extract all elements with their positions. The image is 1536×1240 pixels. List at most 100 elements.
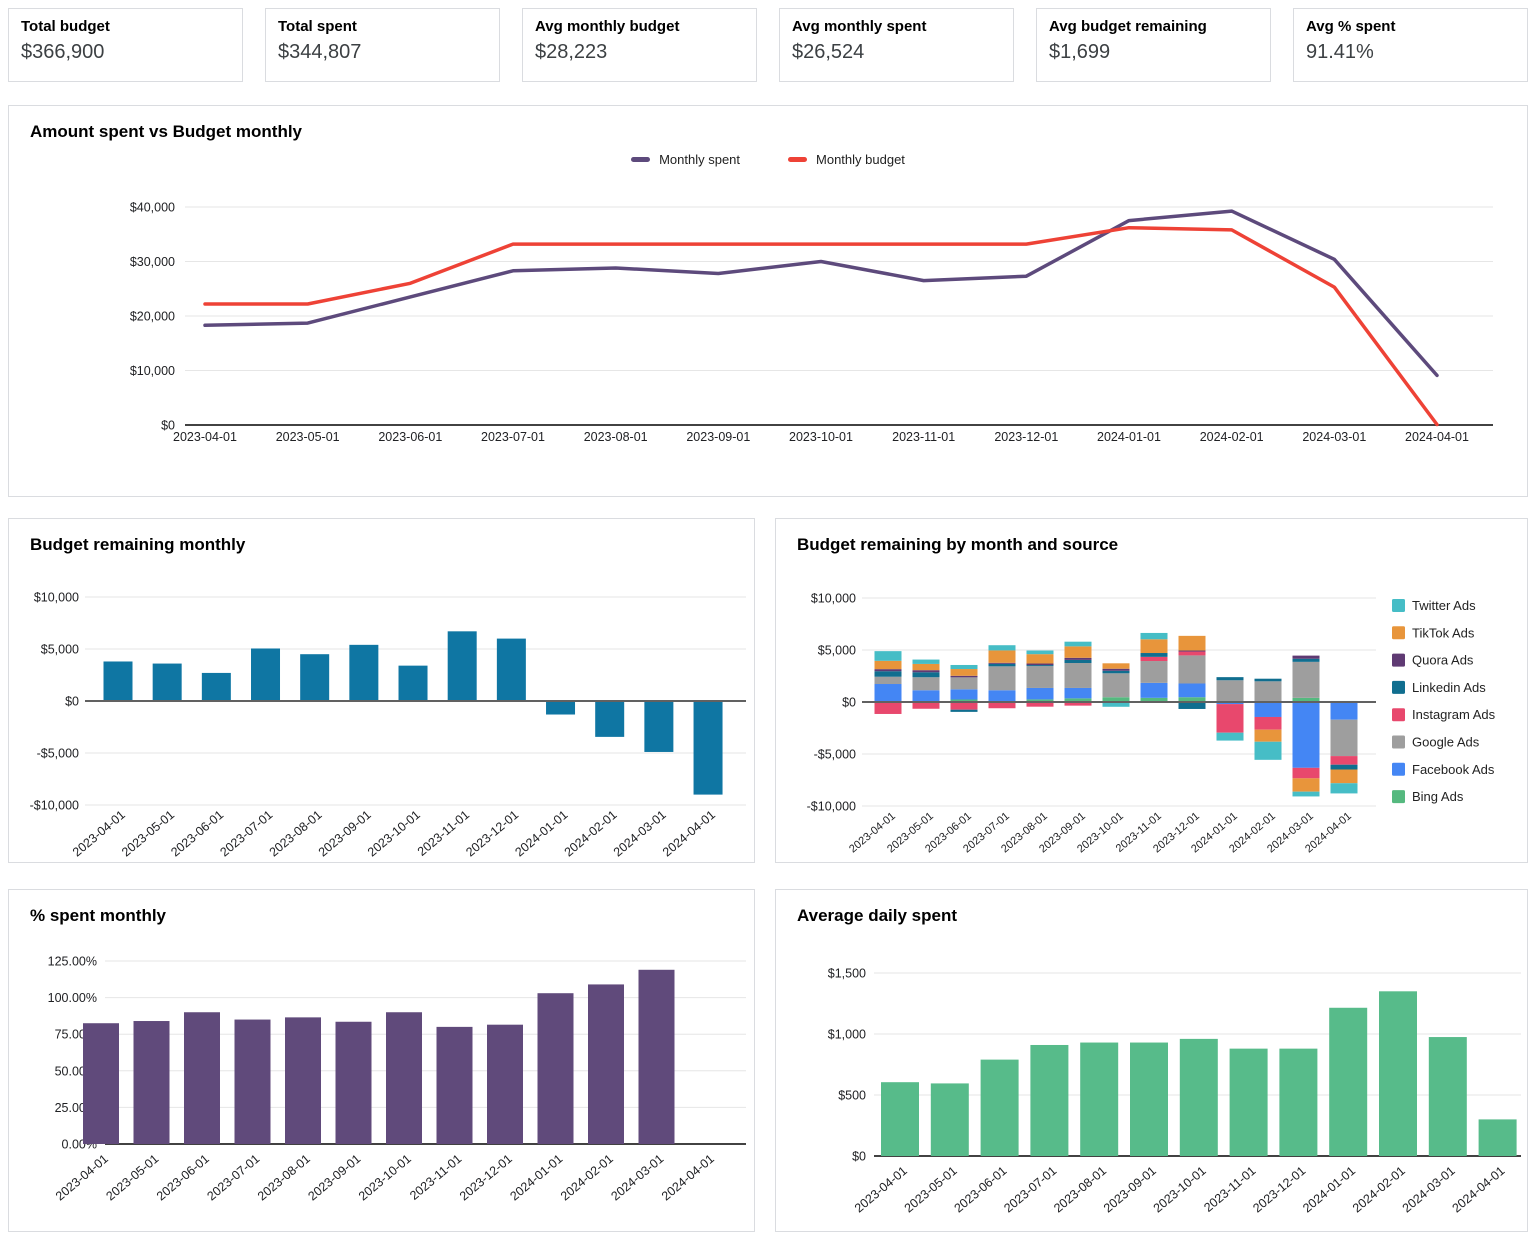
svg-text:2023-04-01: 2023-04-01 xyxy=(53,1152,111,1204)
kpi-label: Avg budget remaining xyxy=(1049,18,1207,35)
kpi-value: $1,699 xyxy=(1049,41,1111,63)
svg-text:$0: $0 xyxy=(161,419,175,433)
svg-text:2024-02-01: 2024-02-01 xyxy=(1350,1164,1408,1216)
kpi-label: Total budget xyxy=(21,18,110,35)
svg-text:2023-04-01: 2023-04-01 xyxy=(852,1164,910,1216)
svg-text:-$10,000: -$10,000 xyxy=(30,799,79,813)
bar-chart-pct-spent: 0.00%25.00%50.00%75.00%100.00%125.00%202… xyxy=(48,955,746,1204)
kpi-card-avg-pct-spent: Avg % spent 91.41% xyxy=(1293,8,1528,82)
chart-title: Amount spent vs Budget monthly xyxy=(30,122,302,141)
svg-text:2023-06-01: 2023-06-01 xyxy=(154,1152,212,1204)
svg-text:2024-03-01: 2024-03-01 xyxy=(1302,430,1366,444)
svg-text:2023-04-01: 2023-04-01 xyxy=(70,808,128,860)
kpi-card-avg-monthly-spent: Avg monthly spent $26,524 xyxy=(779,8,1014,82)
charts-row-2: Budget remaining monthly -$10,000 -$5,000… xyxy=(8,518,1528,863)
bar-chart-average-daily-spent: $0$500$1,000$1,5002023-04-012023-05-0120… xyxy=(828,967,1521,1216)
legend-swatch xyxy=(1392,626,1405,640)
svg-text:$0: $0 xyxy=(842,696,856,710)
legend-swatch xyxy=(1392,653,1405,667)
svg-text:$0: $0 xyxy=(852,1150,866,1164)
panel-spent-vs-budget: Amount spent vs Budget monthly Monthly s… xyxy=(8,105,1528,497)
svg-text:2024-02-01: 2024-02-01 xyxy=(1200,430,1264,444)
svg-text:$5,000: $5,000 xyxy=(41,643,79,657)
kpi-card-avg-monthly-budget: Avg monthly budget $28,223 xyxy=(522,8,757,82)
svg-text:$0: $0 xyxy=(65,695,79,709)
svg-text:2023-08-01: 2023-08-01 xyxy=(584,430,648,444)
svg-text:2023-07-01: 2023-07-01 xyxy=(204,1152,262,1204)
legend-label: Twitter Ads xyxy=(1412,598,1476,613)
svg-text:2023-10-01: 2023-10-01 xyxy=(1151,1164,1209,1216)
svg-text:$30,000: $30,000 xyxy=(130,255,175,269)
svg-text:2023-05-01: 2023-05-01 xyxy=(276,430,340,444)
svg-text:2023-12-01: 2023-12-01 xyxy=(1250,1164,1308,1216)
svg-text:2023-05-01: 2023-05-01 xyxy=(119,808,177,860)
kpi-label: Avg % spent xyxy=(1306,18,1396,35)
svg-text:$1,000: $1,000 xyxy=(828,1028,866,1042)
legend-swatch xyxy=(1392,599,1405,612)
legend-swatch xyxy=(1392,790,1405,804)
legend-label: Monthly spent xyxy=(659,152,741,167)
panel-pct-spent-monthly: % spent monthly 0.00% 25.00% 50.00% 75.00% 1… xyxy=(8,889,755,1232)
kpi-value: $344,807 xyxy=(278,41,362,63)
legend-label: Monthly budget xyxy=(816,152,905,167)
legend-swatch xyxy=(1392,762,1405,776)
kpi-value: 91.41% xyxy=(1306,41,1374,63)
svg-text:2024-04-01: 2024-04-01 xyxy=(659,1152,717,1204)
svg-text:2023-04-01: 2023-04-01 xyxy=(173,430,237,444)
svg-text:2024-02-01: 2024-02-01 xyxy=(562,808,620,860)
svg-text:100.00%: 100.00% xyxy=(48,991,97,1005)
svg-text:2023-06-01: 2023-06-01 xyxy=(168,808,226,860)
svg-text:2023-12-01: 2023-12-01 xyxy=(994,430,1058,444)
svg-text:2023-05-01: 2023-05-01 xyxy=(902,1164,960,1216)
chart-legend: Monthly spent Monthly budget xyxy=(9,152,1527,167)
svg-text:2023-08-01: 2023-08-01 xyxy=(255,1152,313,1204)
svg-text:2023-08-01: 2023-08-01 xyxy=(1051,1164,1109,1216)
svg-text:2024-01-01: 2024-01-01 xyxy=(1097,430,1161,444)
legend-swatch xyxy=(1392,735,1405,749)
legend-item: Monthly spent xyxy=(631,152,740,167)
svg-text:2023-11-01: 2023-11-01 xyxy=(407,1152,464,1203)
legend-label: Bing Ads xyxy=(1412,789,1464,804)
chart-title: Budget remaining by month and source xyxy=(797,535,1119,554)
svg-text:2023-05-01: 2023-05-01 xyxy=(103,1152,161,1204)
svg-text:$1,500: $1,500 xyxy=(828,967,866,981)
svg-text:2023-10-01: 2023-10-01 xyxy=(789,430,853,444)
svg-text:2024-03-01: 2024-03-01 xyxy=(611,808,669,860)
chart-title: Budget remaining monthly xyxy=(30,535,246,554)
svg-text:-$5,000: -$5,000 xyxy=(37,747,79,761)
svg-text:2024-01-01: 2024-01-01 xyxy=(507,1152,565,1204)
svg-text:2023-07-01: 2023-07-01 xyxy=(217,808,275,860)
kpi-label: Avg monthly spent xyxy=(792,18,927,35)
legend-label: Instagram Ads xyxy=(1412,707,1496,722)
svg-text:2023-12-01: 2023-12-01 xyxy=(463,808,521,860)
svg-text:2023-09-01: 2023-09-01 xyxy=(1101,1164,1159,1216)
svg-text:125.00%: 125.00% xyxy=(48,955,97,969)
legend-label: Linkedin Ads xyxy=(1412,680,1486,695)
svg-text:2024-03-01: 2024-03-01 xyxy=(608,1152,666,1204)
bar-chart-budget-remaining: -$10,000 -$5,000 $0 $5,000 $10,000 2023-04-01… xyxy=(30,591,746,860)
kpi-value: $28,223 xyxy=(535,41,608,63)
legend-label: Facebook Ads xyxy=(1412,762,1495,777)
svg-text:2023-09-01: 2023-09-01 xyxy=(305,1152,363,1204)
svg-text:2023-10-01: 2023-10-01 xyxy=(365,808,423,860)
svg-text:$10,000: $10,000 xyxy=(34,591,79,605)
panel-budget-remaining-by-source: Budget remaining by month and source -$1… xyxy=(775,518,1528,863)
svg-text:-$10,000: -$10,000 xyxy=(807,800,856,814)
svg-text:2023-07-01: 2023-07-01 xyxy=(481,430,545,444)
svg-text:2023-11-01: 2023-11-01 xyxy=(892,430,955,444)
chart-title: Average daily spent xyxy=(797,906,957,925)
svg-text:2023-08-01: 2023-08-01 xyxy=(267,808,325,860)
charts-row-3: % spent monthly 0.00% 25.00% 50.00% 75.00% 1… xyxy=(8,889,1528,1232)
svg-text:2024-01-01: 2024-01-01 xyxy=(512,808,570,860)
legend-label: TikTok Ads xyxy=(1412,625,1475,640)
svg-text:2024-03-01: 2024-03-01 xyxy=(1400,1164,1458,1216)
svg-text:2023-12-01: 2023-12-01 xyxy=(457,1152,515,1204)
svg-text:2024-04-01: 2024-04-01 xyxy=(1405,430,1469,444)
panel-average-daily-spent: Average daily spent $0 $500 $1,000 $1,500 20… xyxy=(775,889,1528,1232)
legend-swatch xyxy=(1392,680,1405,694)
svg-text:2024-04-01: 2024-04-01 xyxy=(660,808,718,860)
kpi-value: $366,900 xyxy=(21,41,105,63)
svg-text:$40,000: $40,000 xyxy=(130,201,175,215)
svg-text:$10,000: $10,000 xyxy=(811,592,856,606)
